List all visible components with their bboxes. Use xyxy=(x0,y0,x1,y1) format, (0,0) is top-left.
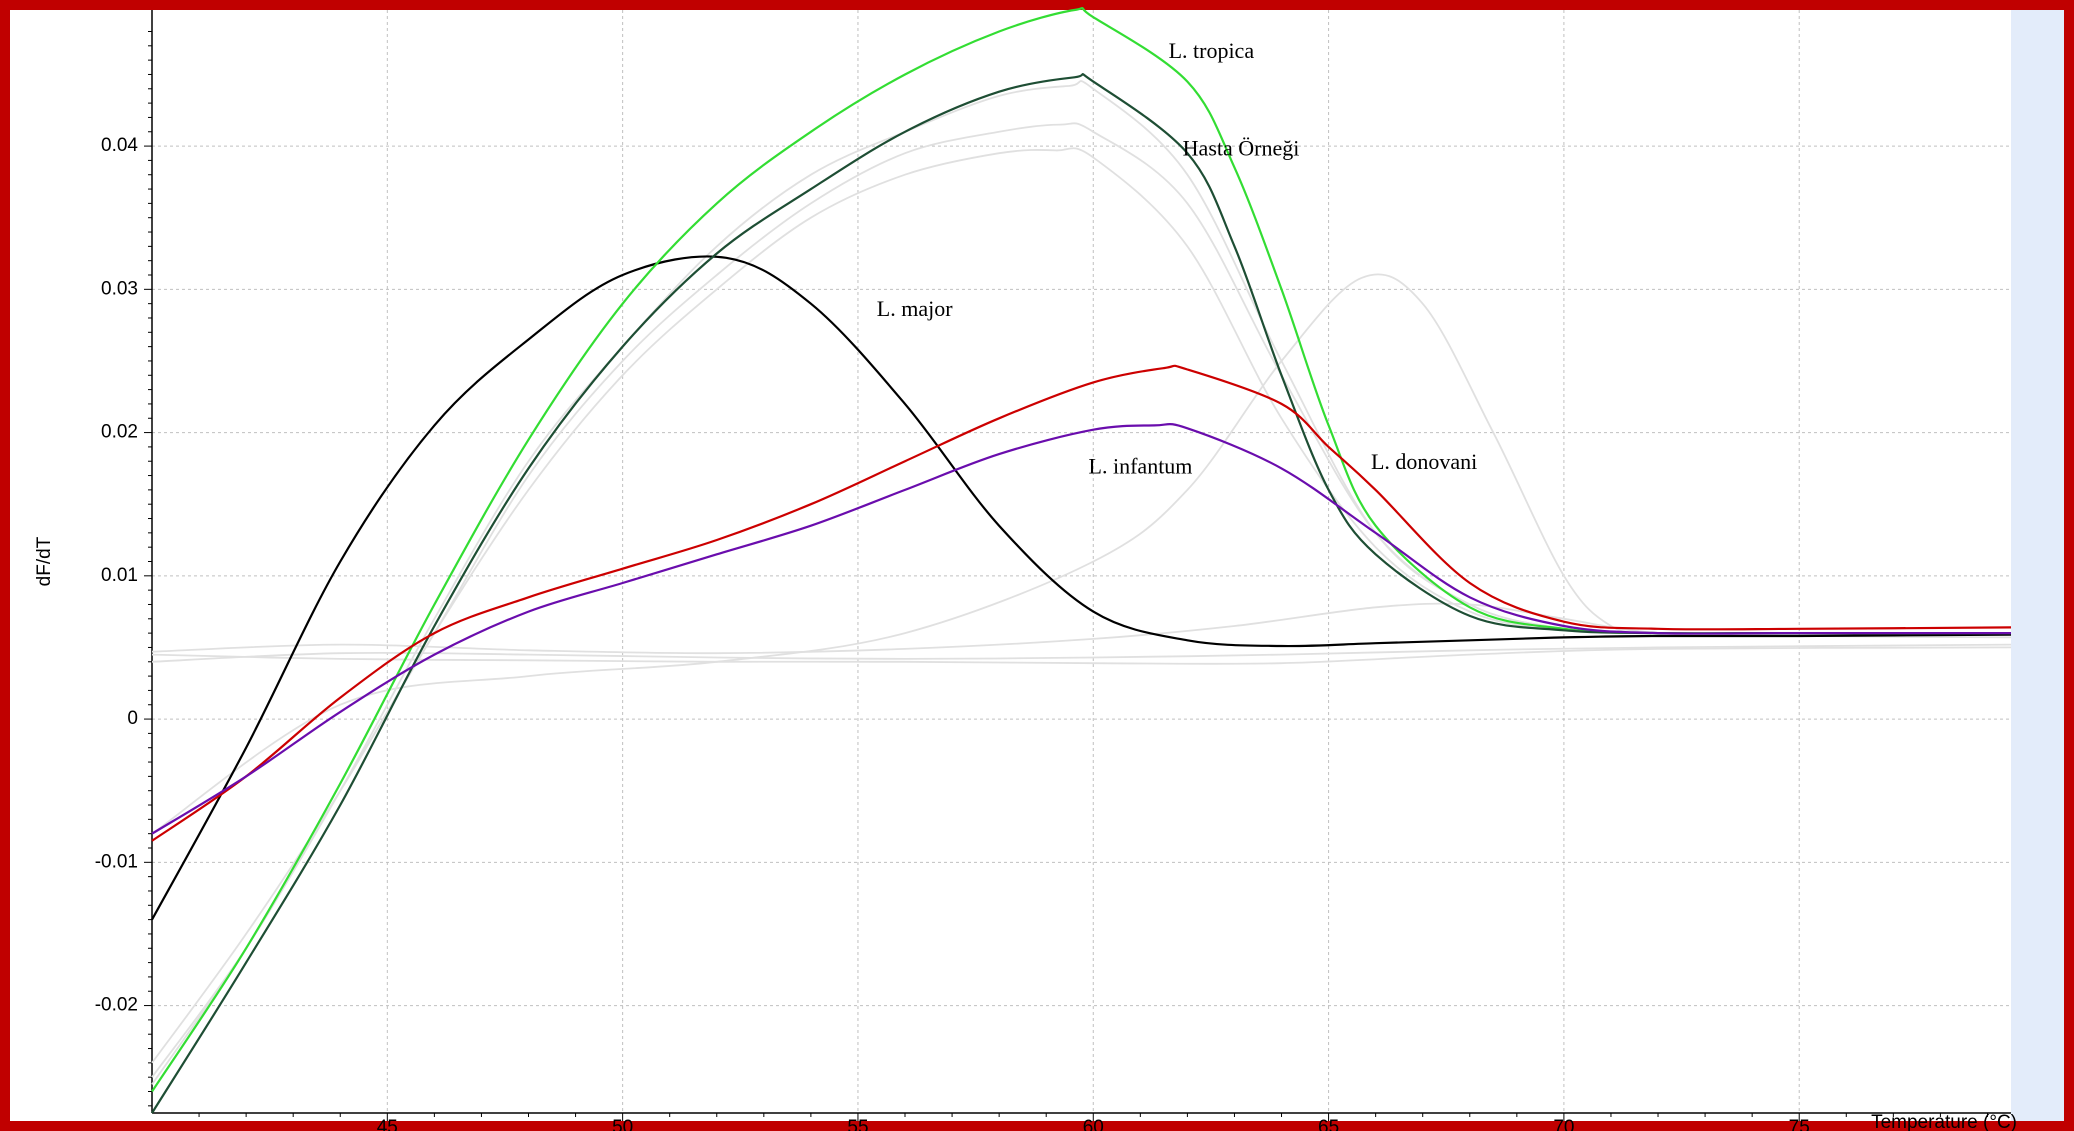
series-line-7 xyxy=(151,646,2012,665)
y-tick-label: -0.02 xyxy=(95,995,138,1016)
series-line-12 xyxy=(151,422,2011,835)
x-axis-title: Temperature (°C) xyxy=(1871,1112,2017,1131)
y-axis-title: dF/dT xyxy=(34,536,55,586)
curve-label: L. infantum xyxy=(1089,453,1193,478)
series-lines xyxy=(151,6,2012,1114)
x-tick-label: 55 xyxy=(847,1117,868,1131)
x-tick-label: 65 xyxy=(1318,1117,1339,1131)
y-tick-label: -0.01 xyxy=(95,851,138,872)
y-tick-label: 0.02 xyxy=(101,422,138,443)
curve-label: L. donovani xyxy=(1371,449,1477,474)
y-tick-label: 0 xyxy=(127,708,138,729)
x-tick-label: 75 xyxy=(1789,1117,1810,1131)
axes xyxy=(144,10,2011,1121)
x-tick-label: 45 xyxy=(377,1117,398,1131)
curve-label: L. major xyxy=(877,296,953,321)
x-tick-label: 70 xyxy=(1553,1117,1574,1131)
series-line-6 xyxy=(151,643,2012,663)
curve-label: L. tropica xyxy=(1169,38,1255,63)
gridlines xyxy=(152,10,2011,1113)
plot-area xyxy=(10,10,2011,1121)
x-tick-label: 60 xyxy=(1083,1117,1104,1131)
series-line-11 xyxy=(151,364,2012,842)
side-panel xyxy=(2011,10,2064,1121)
curve-label: Hasta Örneği xyxy=(1183,135,1300,160)
y-tick-label: 0.01 xyxy=(101,565,138,586)
x-tick-label: 50 xyxy=(612,1117,633,1131)
series-line-10 xyxy=(151,73,2011,1114)
series-line-8 xyxy=(151,255,2012,921)
y-tick-label: 0.04 xyxy=(101,135,138,156)
curve-annotations: L. tropica Hasta Örneği L. major L. infantu… xyxy=(877,38,1477,478)
tick-labels: 45 50 55 60 65 70 75 -0.02 -0.01 0 0.01 0.02 0.03 0.0… xyxy=(95,135,1810,1131)
series-line-9 xyxy=(151,6,2011,1093)
y-tick-label: 0.03 xyxy=(101,278,138,299)
